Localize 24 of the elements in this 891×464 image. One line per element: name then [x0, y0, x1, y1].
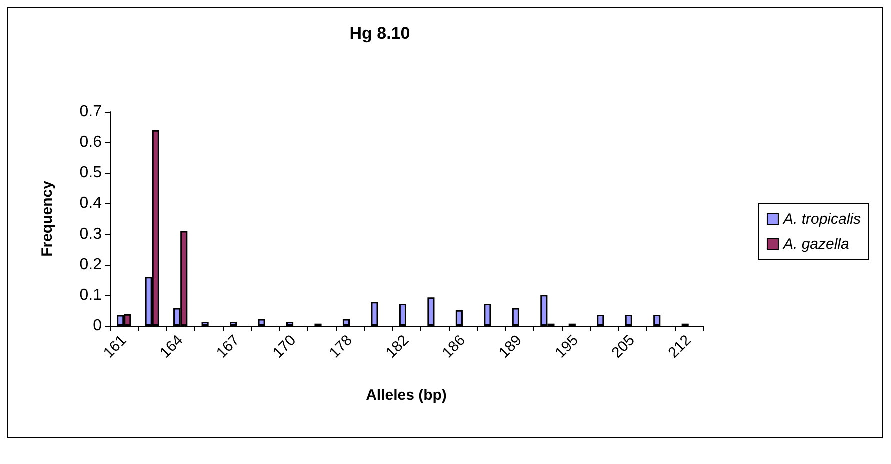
legend-label: A. gazella	[782, 236, 850, 253]
y-tick-label: 0.2	[80, 256, 102, 274]
x-tick-label: 212	[665, 332, 695, 362]
x-tick-label: 195	[552, 332, 582, 362]
y-tick-label: 0.6	[80, 134, 102, 152]
y-tick-label: 0.5	[80, 164, 102, 182]
x-tick-label: 167	[213, 332, 244, 362]
x-axis-title: Alleles (bp)	[366, 387, 447, 404]
x-tick-label: 170	[270, 332, 300, 362]
y-tick-label: 0.3	[80, 226, 102, 243]
y-tick-label: 0.1	[80, 286, 102, 304]
chart-title: Hg 8.10	[350, 24, 410, 43]
legend-label: A. tropicalis	[782, 211, 862, 228]
x-tick-label: 189	[496, 332, 526, 362]
x-tick-label: 182	[382, 332, 413, 362]
x-tick-label: 164	[156, 332, 187, 362]
x-tick-label: 178	[326, 332, 356, 362]
y-tick-label: 0.4	[80, 195, 102, 212]
y-tick-label: 0	[93, 318, 102, 334]
x-tick-label: 205	[608, 332, 638, 362]
x-tick-label: 186	[439, 332, 469, 362]
x-tick-label: 161	[100, 332, 130, 362]
y-axis-title: Frequency	[39, 180, 56, 257]
y-tick-label: 0.7	[80, 104, 102, 120]
